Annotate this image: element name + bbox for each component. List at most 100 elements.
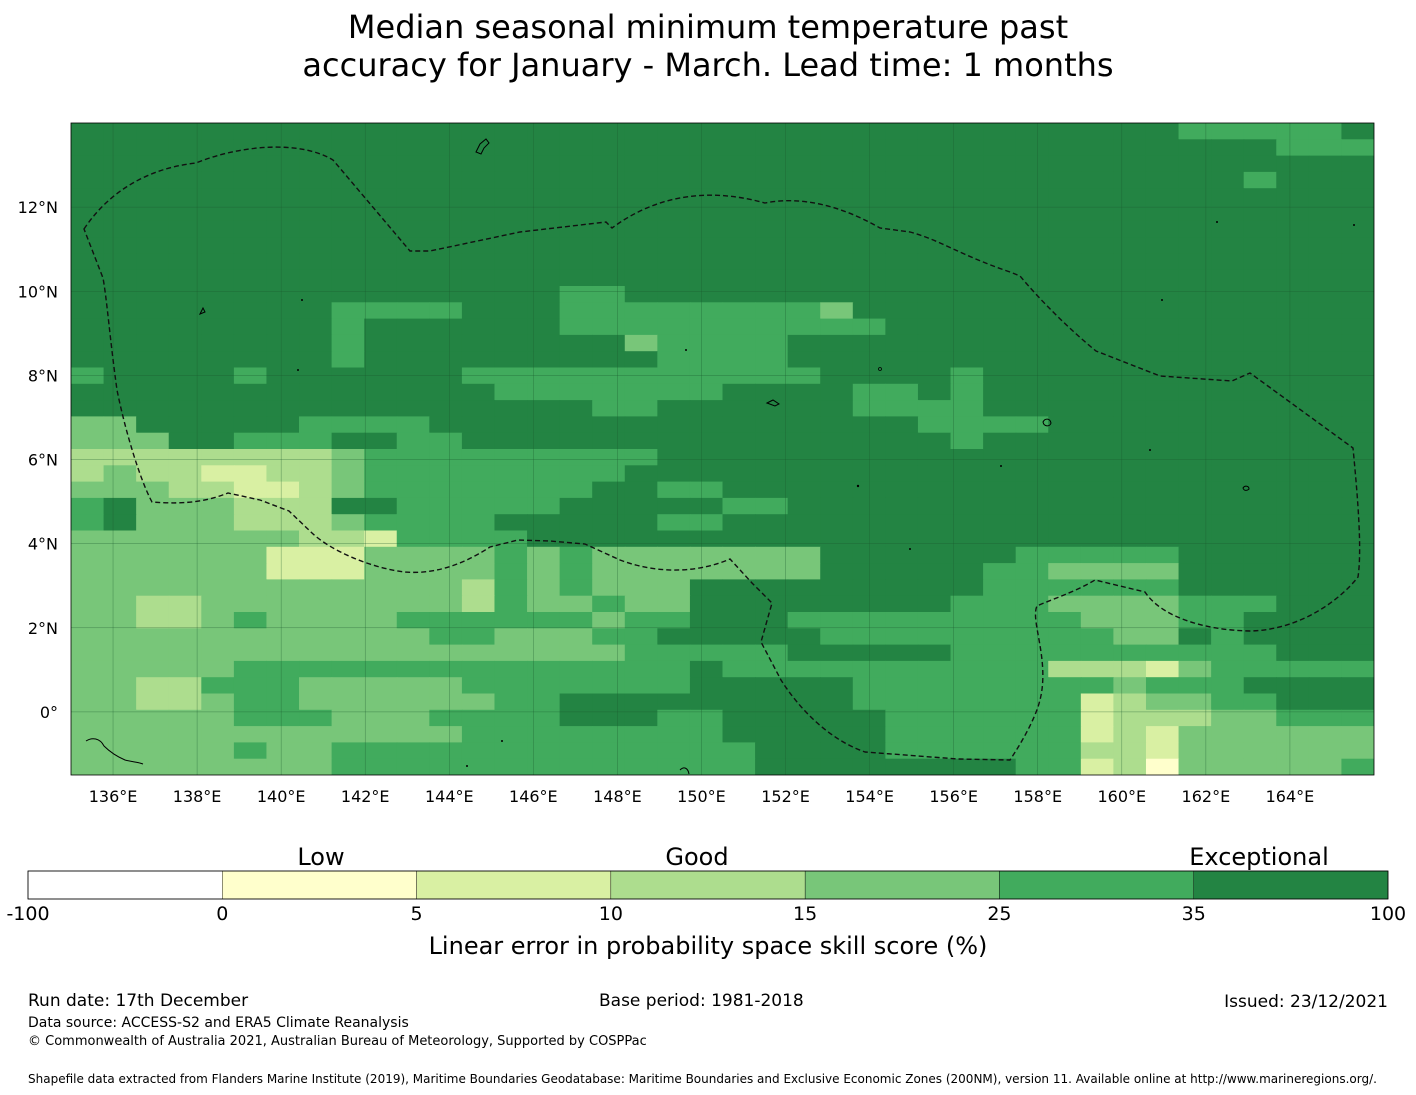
skill-cell <box>1080 497 1115 515</box>
skill-cell <box>983 318 1017 336</box>
skill-cell <box>1113 742 1147 760</box>
skill-cell <box>364 188 398 206</box>
skill-cell <box>1048 530 1082 548</box>
skill-cell <box>689 351 724 369</box>
skill-cell <box>624 188 658 206</box>
skill-cell <box>136 628 170 646</box>
skill-cell <box>820 481 854 499</box>
skill-cell <box>136 709 170 727</box>
skill-cell <box>266 546 300 564</box>
skill-cell <box>266 530 300 548</box>
skill-cell <box>103 302 137 320</box>
skill-grid <box>71 123 1374 775</box>
skill-cell <box>950 171 984 189</box>
skill-cell <box>917 155 952 173</box>
skill-cell <box>787 220 821 238</box>
skill-cell <box>136 677 170 695</box>
skill-cell <box>559 432 593 450</box>
skill-cell <box>233 383 268 401</box>
skill-cell <box>396 758 430 775</box>
x-tick-label: 154°E <box>845 787 894 806</box>
skill-cell <box>722 171 756 189</box>
skill-cell <box>233 302 268 320</box>
skill-cell <box>1145 660 1180 678</box>
skill-cell <box>917 465 952 483</box>
skill-cell <box>689 383 724 401</box>
chart-title-line-2: accuracy for January - March. Lead time:… <box>302 46 1114 84</box>
x-tick-label: 150°E <box>677 787 726 806</box>
skill-cell <box>885 204 919 222</box>
skill-cell <box>1276 171 1310 189</box>
skill-cell <box>71 546 105 564</box>
skill-cell <box>396 693 430 711</box>
skill-cell <box>1178 579 1212 597</box>
skill-cell <box>983 742 1017 760</box>
skill-cell <box>103 334 137 352</box>
skill-cell <box>1341 351 1374 369</box>
skill-cell <box>168 530 202 548</box>
skill-cell <box>1178 383 1212 401</box>
skill-cell <box>1048 595 1082 613</box>
skill-cell <box>1308 139 1343 157</box>
x-tick-label: 136°E <box>89 787 138 806</box>
skill-cell <box>1048 481 1082 499</box>
skill-cell <box>494 579 528 597</box>
x-tick-label: 144°E <box>425 787 474 806</box>
skill-cell <box>1015 171 1049 189</box>
skill-cell <box>755 286 789 303</box>
skill-cell <box>1145 497 1180 515</box>
skill-cell <box>885 351 919 369</box>
skill-cell <box>201 269 235 287</box>
skill-cell <box>1243 449 1277 466</box>
skill-cell <box>331 497 365 515</box>
skill-cell <box>1276 334 1310 352</box>
skill-cell <box>1178 497 1212 515</box>
skill-cell <box>1080 383 1115 401</box>
skill-cell <box>1015 351 1049 369</box>
skill-cell <box>103 139 137 157</box>
skill-cell <box>983 253 1017 271</box>
skill-cell <box>1211 530 1245 548</box>
x-tick-label: 164°E <box>1266 787 1315 806</box>
skill-cell <box>364 449 398 466</box>
skill-cell <box>494 660 528 678</box>
skill-cell <box>1341 334 1374 352</box>
skill-cell <box>364 742 398 760</box>
skill-cell <box>1276 579 1310 597</box>
skill-cell <box>103 123 137 140</box>
skill-cell <box>722 188 756 206</box>
skill-cell <box>820 563 854 580</box>
skill-cell <box>429 497 463 515</box>
colorbar-bin <box>999 870 1194 900</box>
skill-cell <box>233 123 268 140</box>
skill-cell <box>1113 416 1147 434</box>
skill-cell <box>592 269 626 287</box>
skill-cell <box>299 269 333 287</box>
skill-cell <box>1308 253 1343 271</box>
skill-cell <box>657 139 691 157</box>
skill-cell <box>233 334 268 352</box>
skill-cell <box>1308 286 1343 303</box>
skill-cell <box>1211 302 1245 320</box>
skill-cell <box>527 155 561 173</box>
skill-cell <box>103 660 137 678</box>
skill-cell <box>299 302 333 320</box>
skill-cell <box>722 334 756 352</box>
skill-cell <box>71 432 105 450</box>
skill-cell <box>1145 677 1180 695</box>
x-tick-label: 158°E <box>1013 787 1062 806</box>
skill-cell <box>689 367 724 385</box>
skill-cell <box>266 497 300 515</box>
skill-cell <box>1145 612 1180 629</box>
skill-cell <box>494 334 528 352</box>
skill-cell <box>71 693 105 711</box>
skill-cell <box>103 286 137 303</box>
skill-cell <box>1145 383 1180 401</box>
skill-cell <box>461 709 496 727</box>
skill-cell <box>885 449 919 466</box>
skill-cell <box>722 595 756 613</box>
skill-cell <box>266 383 300 401</box>
skill-cell <box>983 383 1017 401</box>
skill-cell <box>787 612 821 629</box>
skill-cell <box>657 286 691 303</box>
